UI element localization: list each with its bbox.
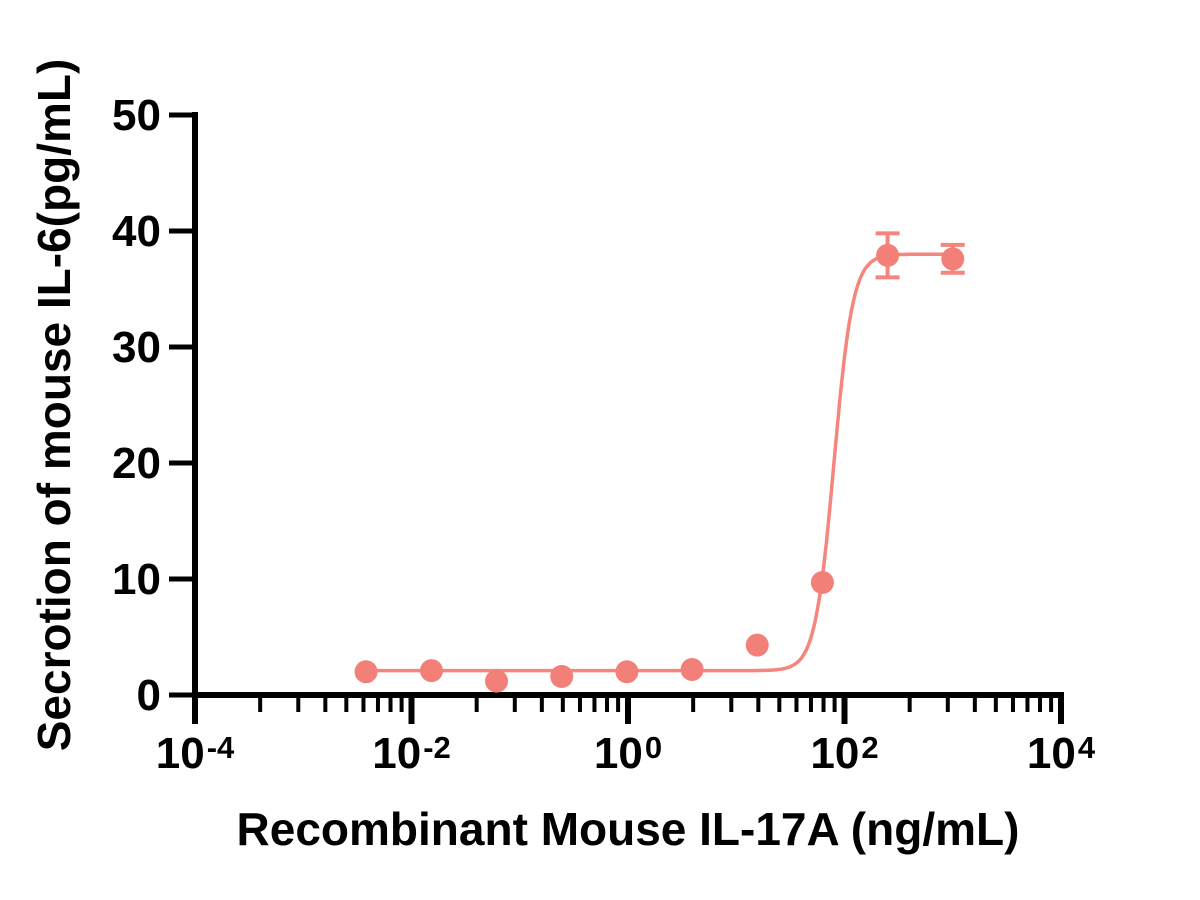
fit-curve-group <box>364 252 955 673</box>
data-points-group <box>354 243 965 693</box>
data-point-marker <box>419 659 443 683</box>
y-tick-label: 50 <box>112 91 161 140</box>
data-point-marker <box>354 660 378 684</box>
y-tick-label: 20 <box>112 439 161 488</box>
y-tick-label: 0 <box>137 671 161 720</box>
y-tick-label: 30 <box>112 323 161 372</box>
fit-curve <box>364 252 955 673</box>
x-tick-label: 102 <box>810 729 878 778</box>
data-point-marker <box>550 664 574 688</box>
data-point-marker <box>680 657 704 681</box>
data-point-marker <box>941 247 965 271</box>
data-point-marker <box>810 570 834 594</box>
x-tick-label: 10-2 <box>372 729 451 778</box>
data-point-marker <box>485 669 509 693</box>
y-tick-label: 10 <box>112 555 161 604</box>
x-axis-ticks: 10-4 10-2 100 102 104 <box>156 695 1096 778</box>
y-axis-title: Secrotion of mouse IL-6(pg/mL) <box>28 59 80 752</box>
y-axis-ticks: 0 10 20 30 40 50 <box>112 91 196 720</box>
y-tick-label: 40 <box>112 207 161 256</box>
x-tick-label: 10-4 <box>156 729 235 778</box>
data-point-marker <box>745 633 769 657</box>
data-point-marker <box>615 660 639 684</box>
x-tick-label: 100 <box>594 729 662 778</box>
data-point-marker <box>876 243 900 267</box>
x-axis-title: Recombinant Mouse IL-17A (ng/mL) <box>237 803 1020 855</box>
x-tick-label: 104 <box>1027 729 1096 778</box>
